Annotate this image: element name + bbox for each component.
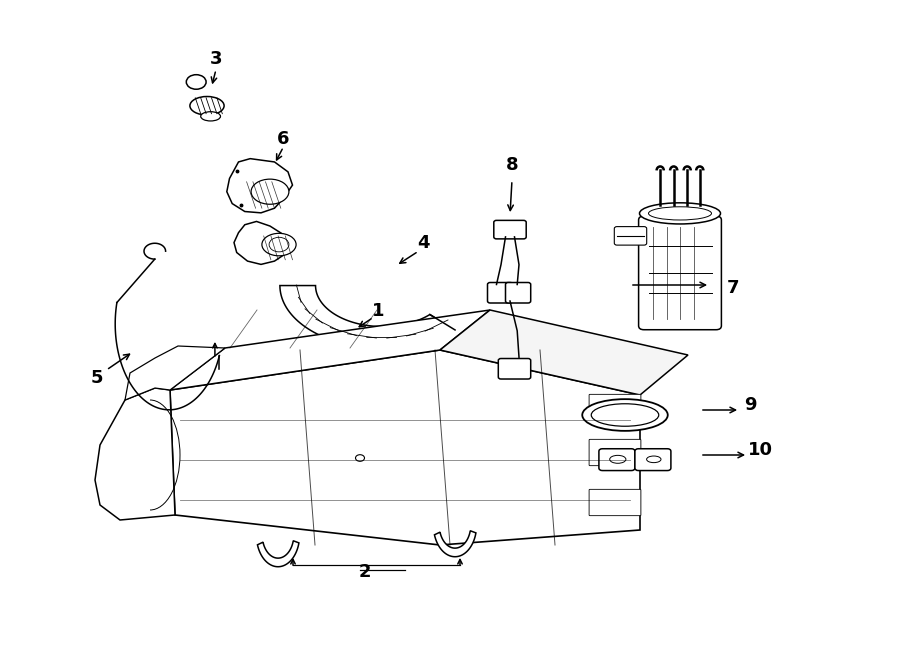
Ellipse shape <box>190 97 224 115</box>
Ellipse shape <box>640 203 721 224</box>
Text: 8: 8 <box>506 156 518 174</box>
Ellipse shape <box>649 207 712 220</box>
Ellipse shape <box>646 456 661 463</box>
Ellipse shape <box>609 455 626 463</box>
Text: 1: 1 <box>372 301 384 320</box>
FancyBboxPatch shape <box>499 358 531 379</box>
FancyBboxPatch shape <box>488 282 513 303</box>
Polygon shape <box>170 350 640 545</box>
Text: 2: 2 <box>358 563 371 581</box>
Text: 4: 4 <box>417 234 429 253</box>
Text: 6: 6 <box>277 130 290 148</box>
FancyBboxPatch shape <box>590 489 641 516</box>
Polygon shape <box>95 388 175 520</box>
FancyBboxPatch shape <box>598 449 634 471</box>
Ellipse shape <box>201 112 220 121</box>
Text: 10: 10 <box>748 441 772 459</box>
Polygon shape <box>234 221 288 264</box>
Polygon shape <box>257 541 299 566</box>
Ellipse shape <box>262 233 296 256</box>
FancyBboxPatch shape <box>639 216 722 330</box>
Ellipse shape <box>591 404 659 426</box>
Ellipse shape <box>251 179 289 204</box>
FancyBboxPatch shape <box>506 282 531 303</box>
Text: 7: 7 <box>727 278 740 297</box>
FancyBboxPatch shape <box>494 220 526 239</box>
Ellipse shape <box>269 237 289 252</box>
Text: 5: 5 <box>91 369 104 387</box>
FancyBboxPatch shape <box>615 227 647 245</box>
Polygon shape <box>280 286 455 348</box>
Text: 3: 3 <box>210 50 222 69</box>
Polygon shape <box>435 531 476 557</box>
FancyBboxPatch shape <box>590 440 641 465</box>
Polygon shape <box>440 310 688 395</box>
Ellipse shape <box>582 399 668 431</box>
FancyBboxPatch shape <box>634 449 670 471</box>
Polygon shape <box>125 346 225 400</box>
FancyBboxPatch shape <box>590 395 641 420</box>
Polygon shape <box>170 310 490 390</box>
Text: 9: 9 <box>743 396 756 414</box>
Polygon shape <box>227 159 292 213</box>
